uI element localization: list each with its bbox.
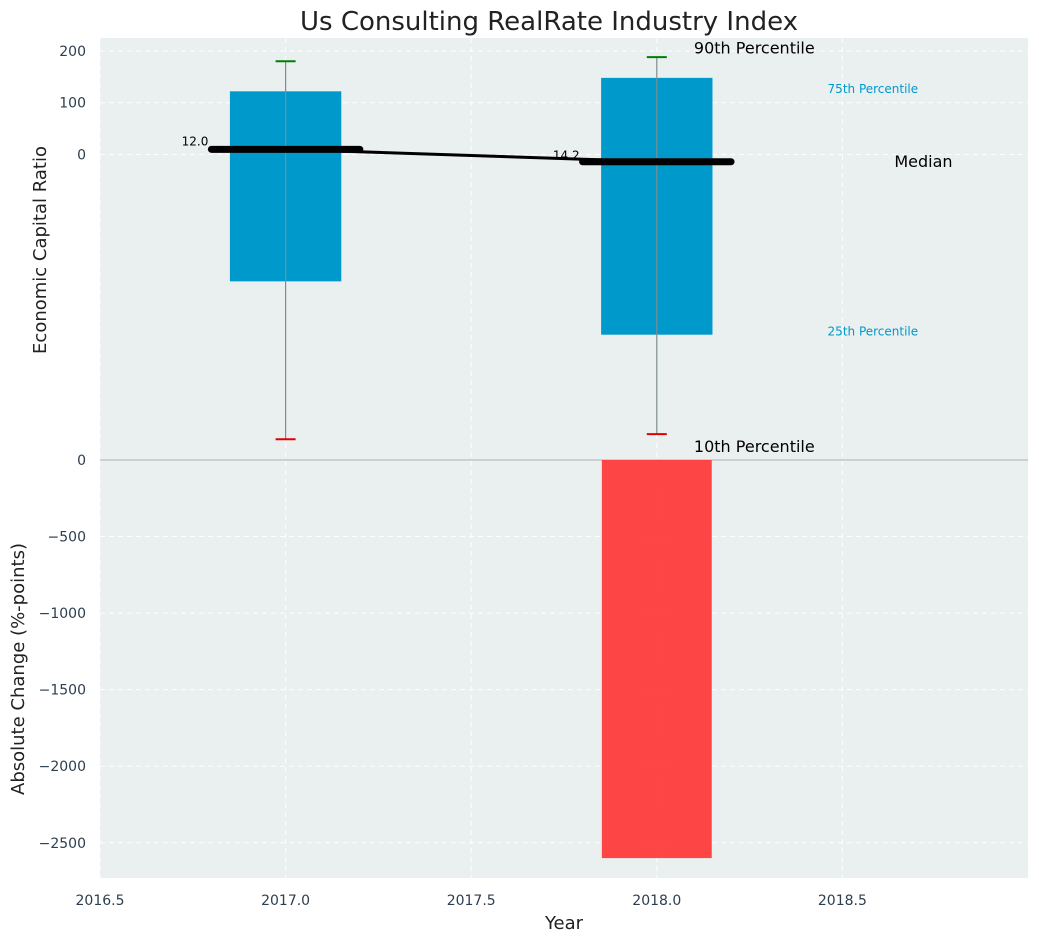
bottom-y-tick-label: −1000 — [39, 606, 86, 622]
x-tick-label: 2017.0 — [261, 893, 310, 909]
top-y-tick-label: 200 — [59, 44, 86, 60]
bottom-y-axis-title: Absolute Change (%-points) — [8, 543, 29, 795]
percentile-label: 25th Percentile — [828, 325, 919, 339]
top-y-axis-title: Economic Capital Ratio — [30, 146, 51, 354]
percentile-label: 10th Percentile — [694, 437, 815, 456]
x-tick-label: 2016.5 — [76, 893, 125, 909]
change-bar — [601, 460, 712, 859]
bottom-y-tick-label: 0 — [77, 453, 86, 469]
x-tick-label: 2018.0 — [632, 893, 681, 909]
bottom-y-tick-label: −2500 — [39, 836, 86, 852]
marks-layer — [100, 56, 1028, 859]
text-layer: 2016.5 2017.0 2017.5 2018.0 2018.5 200 100 0 0 −5… — [39, 38, 953, 909]
x-tick-label: 2018.5 — [818, 893, 867, 909]
bottom-y-tick-label: −500 — [48, 530, 86, 546]
x-axis-title: Year — [544, 913, 584, 934]
top-y-tick-label: 0 — [77, 148, 86, 164]
bottom-y-tick-label: −1500 — [39, 683, 86, 699]
percentile-label: Median — [894, 152, 952, 171]
percentile-label: 90th Percentile — [694, 38, 815, 57]
median-value-label: 12.0 — [182, 135, 209, 149]
x-tick-label: 2017.5 — [447, 893, 496, 909]
bottom-y-tick-label: −2000 — [39, 759, 86, 775]
percentile-label: 75th Percentile — [828, 82, 919, 96]
top-y-tick-label: 100 — [59, 96, 86, 112]
chart-title: Us Consulting RealRate Industry Index — [300, 7, 798, 37]
median-value-label: 14.2 — [553, 149, 580, 163]
bottom-panel-background — [100, 460, 1028, 878]
